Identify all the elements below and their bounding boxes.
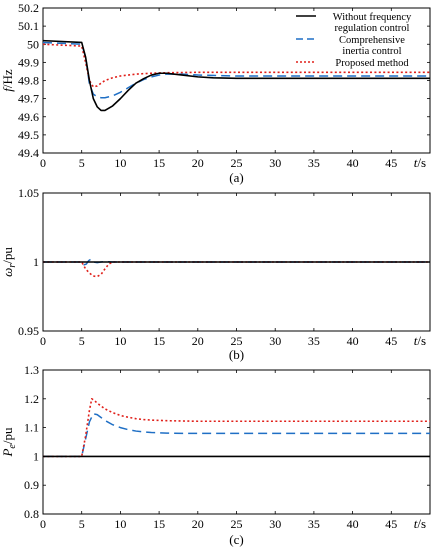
x-tick-label: 40 [347, 156, 359, 170]
legend-label: Comprehensive [339, 35, 405, 46]
legend-label: inertia control [342, 46, 401, 57]
y-axis-label: ωr/pu [0, 247, 18, 277]
legend-label: Proposed method [335, 58, 409, 69]
x-tick-label: 0 [40, 517, 46, 531]
plot-frame [42, 369, 431, 515]
y-tick-label: 0.9 [24, 478, 39, 492]
y-axis-label: Pe/pu [0, 427, 18, 458]
y-tick-label: 49.8 [18, 74, 39, 88]
x-tick-label: 10 [114, 334, 126, 348]
x-tick-label: 35 [308, 517, 320, 531]
x-tick-label: 25 [231, 156, 243, 170]
y-axis-label-main: ω [0, 268, 15, 277]
y-axis-label-main: f [0, 86, 15, 92]
y-axis-label-sub: r [7, 264, 18, 268]
y-axis-label-unit: /pu [0, 427, 15, 444]
x-tick-label: 40 [347, 517, 359, 531]
x-tick-label: 20 [192, 156, 204, 170]
y-axis-label-unit: /pu [0, 247, 15, 264]
x-axis-label-unit: /s [417, 155, 426, 170]
y-axis-label-unit: /Hz [0, 69, 15, 88]
x-tick-label: 30 [269, 156, 281, 170]
y-tick-label: 49.5 [18, 128, 39, 142]
x-tick-label: 45 [385, 517, 397, 531]
x-axis-label: t/s [414, 155, 426, 170]
legend-label: regulation control [335, 23, 410, 34]
y-tick-label: 49.4 [18, 146, 39, 160]
x-tick-label: 25 [231, 334, 243, 348]
chart-panel-1: 0 5 10 15 20 25 30 35 40 45 t/s 49.4 49.5 49.6 49.7 49.… [0, 1, 431, 185]
x-tick-label: 25 [231, 517, 243, 531]
y-tick-label: 1.3 [24, 363, 39, 377]
x-axis-label: t/s [414, 333, 426, 348]
y-axis-label-main: P [0, 449, 15, 458]
y-axis-label-sub: e [7, 444, 18, 449]
chart-panel-3: 0 5 10 15 20 25 30 35 40 45 t/s0.80.911.11.21.3Pe/… [0, 363, 431, 547]
x-axis-label-main: t [414, 516, 418, 531]
x-tick-label: 5 [79, 517, 85, 531]
y-tick-label: 49.9 [18, 55, 39, 69]
x-axis-label-unit: /s [417, 333, 426, 348]
series-line-proposed [43, 261, 430, 278]
x-tick-label: 45 [385, 156, 397, 170]
panel-caption: (c) [229, 532, 243, 547]
y-tick-label: 1 [33, 449, 39, 463]
x-tick-label: 10 [114, 517, 126, 531]
x-tick-label: 10 [114, 156, 126, 170]
y-tick-label: 50 [27, 37, 39, 51]
series-line-proposed [43, 397, 430, 458]
y-tick-label: 1.05 [18, 186, 39, 200]
x-tick-label: 40 [347, 334, 359, 348]
y-tick-label: 50.2 [18, 1, 39, 15]
y-tick-label: 0.95 [18, 324, 39, 338]
x-tick-label: 20 [192, 334, 204, 348]
x-tick-label: 15 [153, 156, 165, 170]
y-tick-label: 50.1 [18, 19, 39, 33]
x-tick-label: 35 [308, 156, 320, 170]
x-axis-label-main: t [414, 333, 418, 348]
x-tick-label: 30 [269, 334, 281, 348]
y-tick-label: 0.8 [24, 507, 39, 521]
y-tick-label: 1.2 [24, 392, 39, 406]
y-tick-label: 49.7 [18, 92, 39, 106]
x-tick-label: 5 [79, 156, 85, 170]
y-tick-label: 1 [33, 255, 39, 269]
x-axis-label-unit: /s [417, 516, 426, 531]
x-tick-label: 35 [308, 334, 320, 348]
x-tick-label: 15 [153, 334, 165, 348]
x-axis-label: t/s [414, 516, 426, 531]
x-tick-label: 45 [385, 334, 397, 348]
series-line-without [43, 39, 430, 112]
series-line-comprehensive [43, 413, 430, 458]
x-tick-label: 30 [269, 517, 281, 531]
panel-caption: (a) [229, 170, 243, 185]
x-tick-label: 0 [40, 156, 46, 170]
y-tick-label: 1.1 [24, 421, 39, 435]
y-axis-label: f/Hz [0, 69, 15, 92]
x-axis-label-main: t [414, 155, 418, 170]
x-tick-label: 15 [153, 517, 165, 531]
x-tick-label: 20 [192, 517, 204, 531]
series-line-proposed [43, 43, 430, 88]
y-tick-label: 49.6 [18, 110, 39, 124]
x-tick-label: 0 [40, 334, 46, 348]
legend-label: Without frequency [333, 12, 412, 23]
panel-caption: (b) [229, 347, 244, 362]
chart-panel-2: 0 5 10 15 20 25 30 35 40 45 t/s 0.95 1 1.05 ωr/pu (b) [0, 186, 431, 362]
x-tick-label: 5 [79, 334, 85, 348]
